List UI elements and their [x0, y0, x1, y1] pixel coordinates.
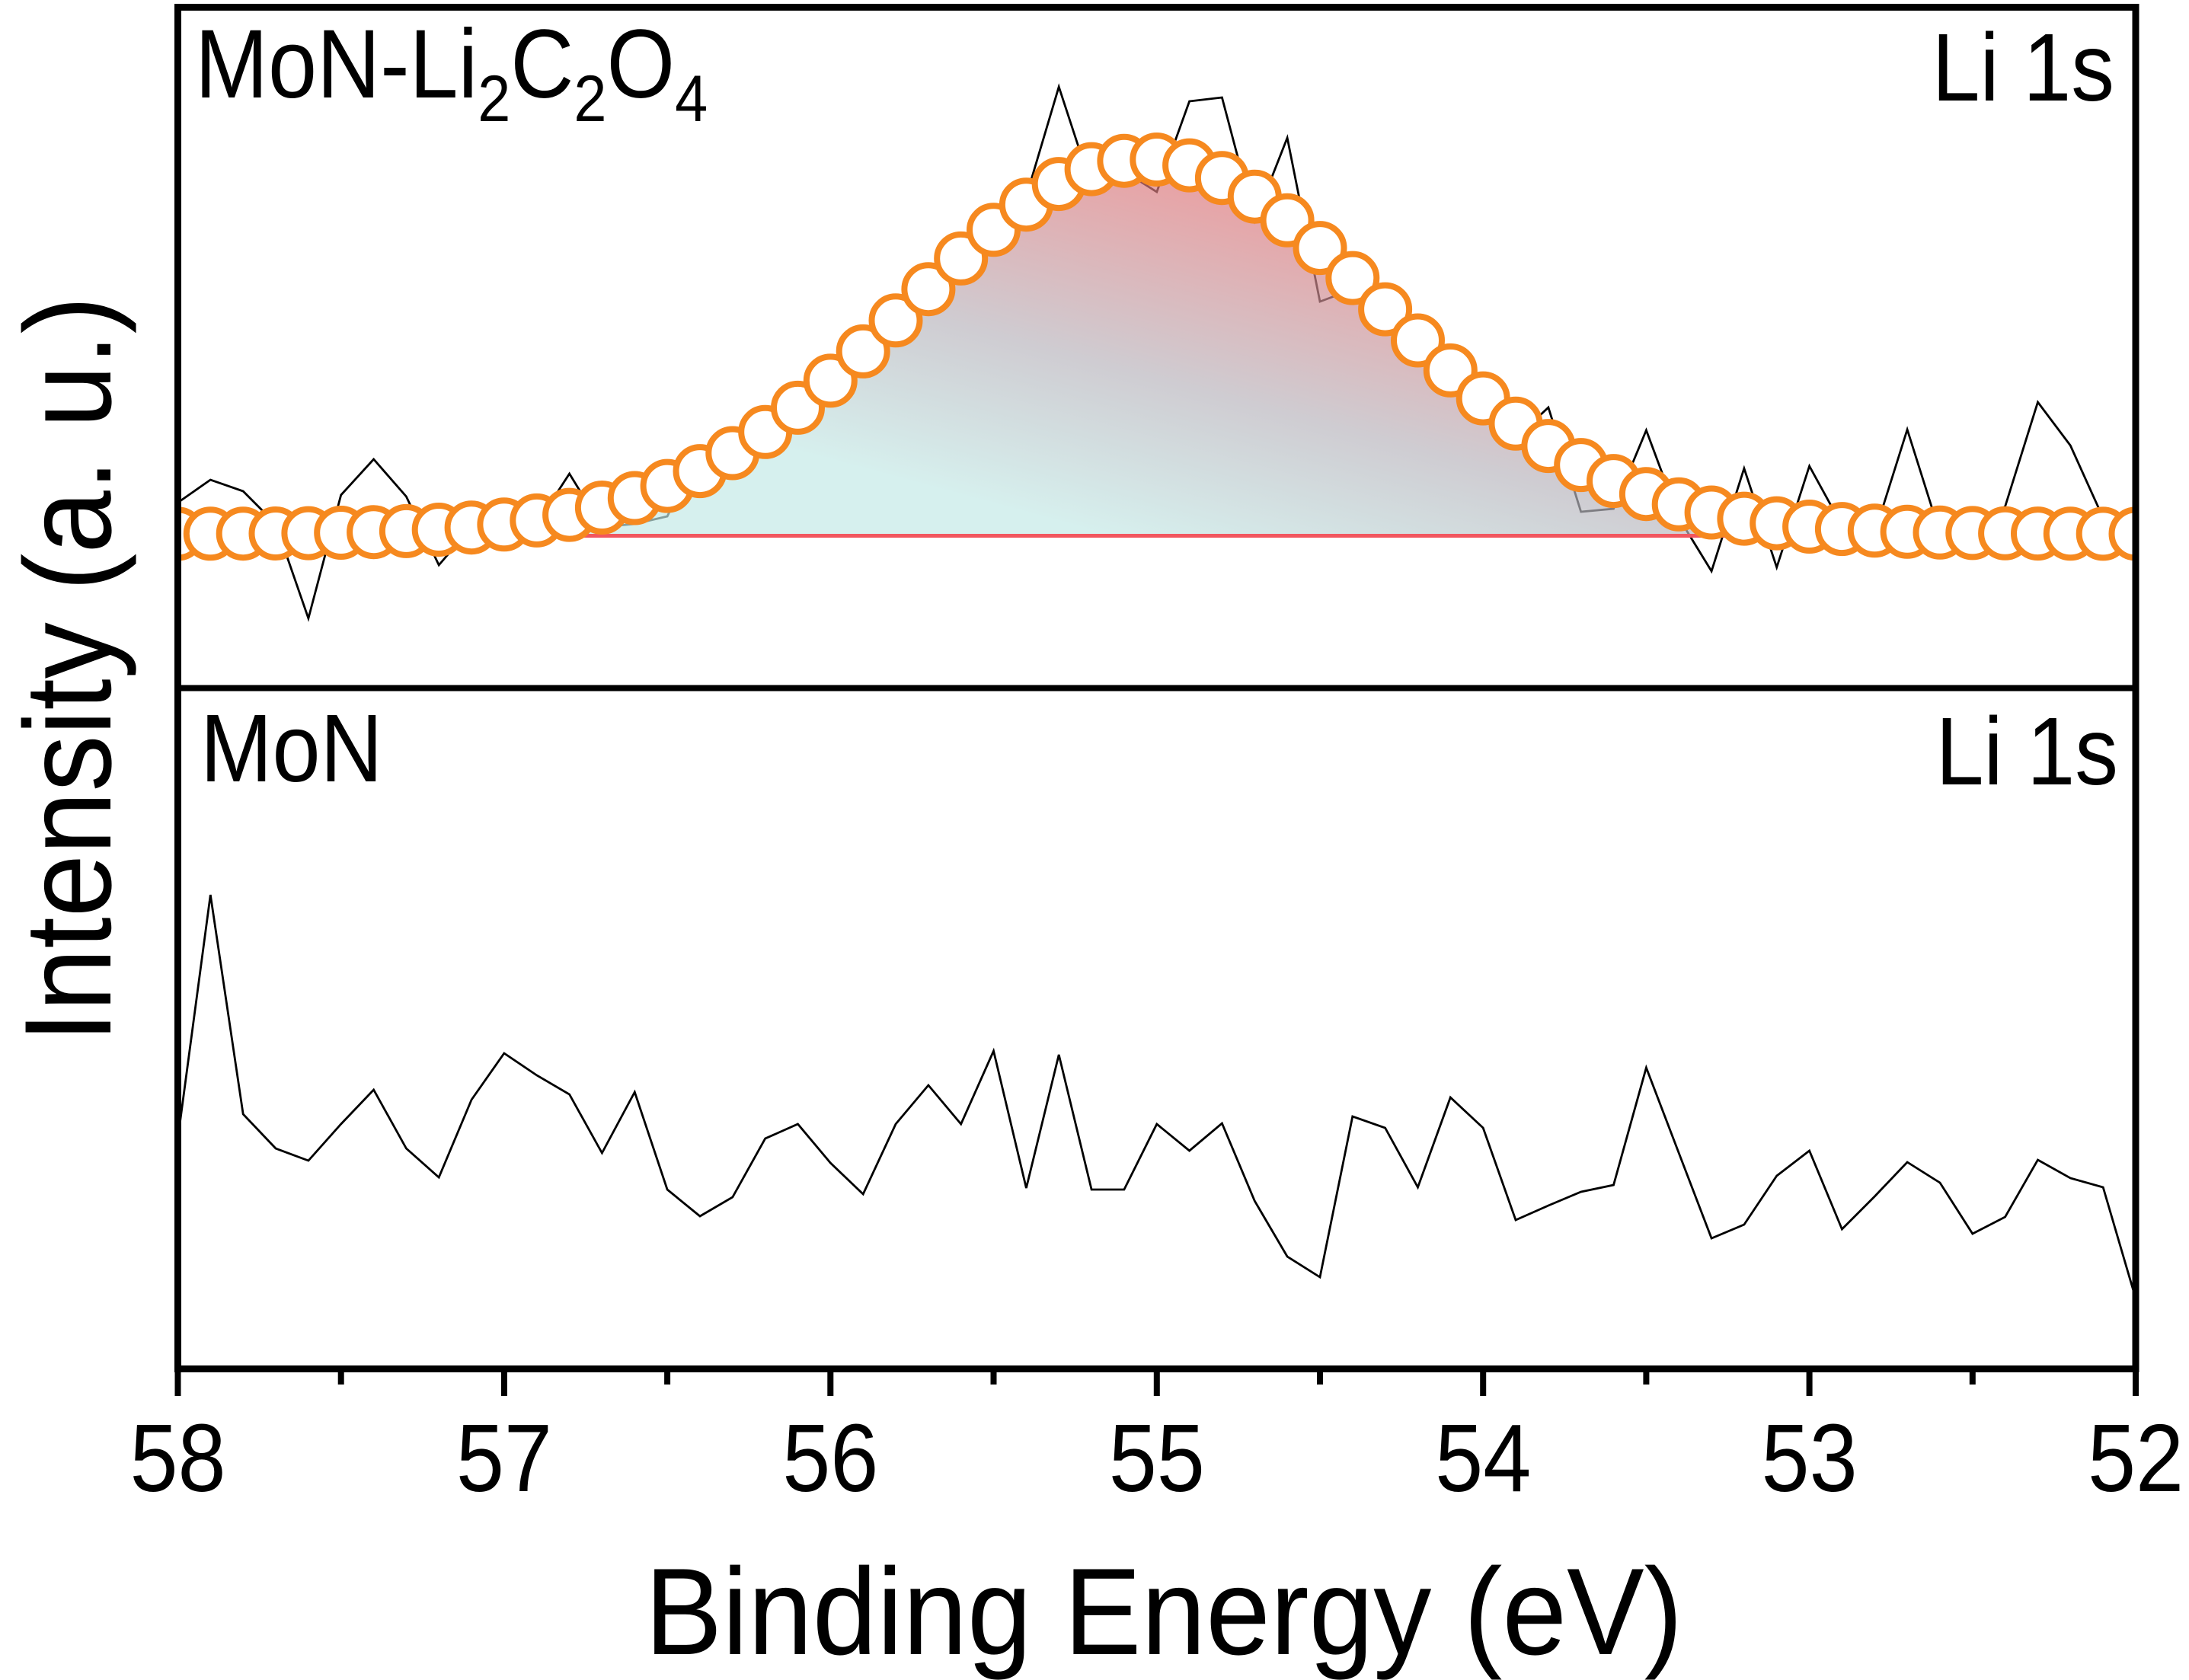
svg-text:58: 58 — [129, 1404, 225, 1512]
svg-text:Intensity (a. u.): Intensity (a. u.) — [0, 296, 136, 1043]
svg-text:54: 54 — [1435, 1404, 1531, 1512]
svg-text:56: 56 — [782, 1404, 878, 1512]
svg-text:53: 53 — [1762, 1404, 1858, 1512]
svg-text:57: 57 — [456, 1404, 552, 1512]
svg-text:Binding Energy (eV): Binding Energy (eV) — [645, 1544, 1683, 1680]
svg-text:MoN: MoN — [200, 695, 382, 802]
svg-text:55: 55 — [1109, 1404, 1205, 1512]
svg-text:MoN-Li2C2O4: MoN-Li2C2O4 — [195, 9, 708, 136]
svg-text:Li 1s: Li 1s — [1932, 14, 2114, 121]
svg-text:Li 1s: Li 1s — [1935, 698, 2118, 805]
svg-text:52: 52 — [2088, 1404, 2184, 1512]
